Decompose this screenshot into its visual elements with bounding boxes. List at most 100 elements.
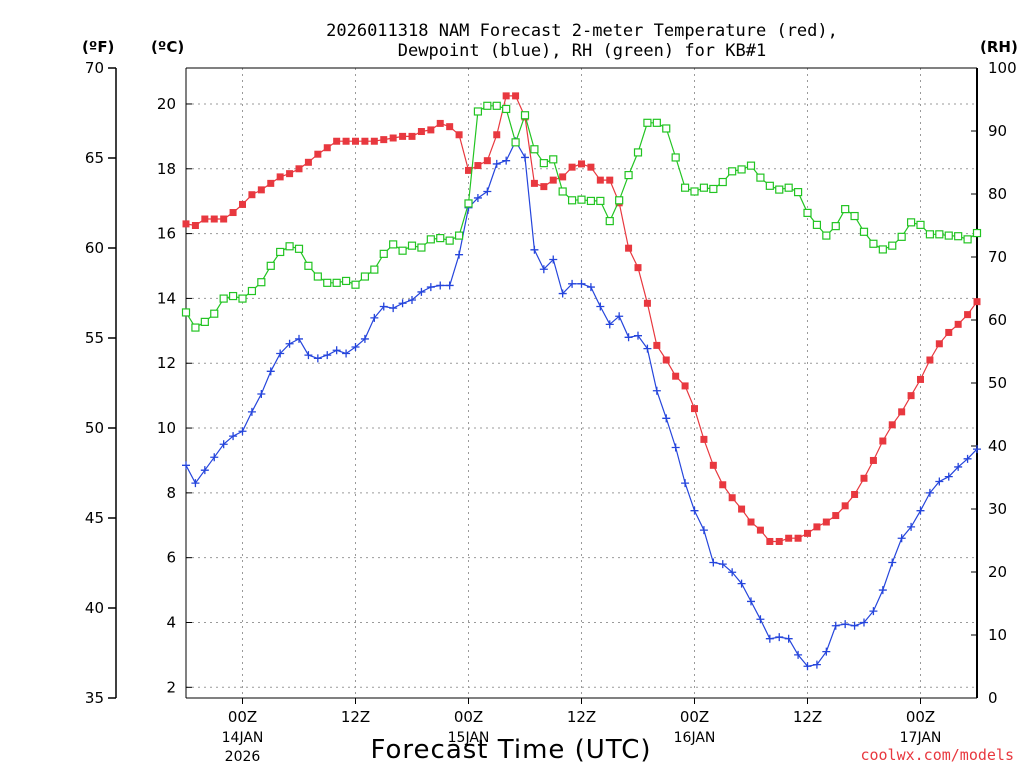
series-1-point-58 — [728, 568, 737, 577]
series-1-point-44 — [596, 302, 605, 311]
series-0-point-1 — [191, 222, 199, 229]
series-2-point-58 — [728, 167, 737, 176]
series-2-point-27 — [436, 234, 445, 243]
series-2-point-49 — [643, 118, 652, 127]
celsius-tick-label-2: 2 — [166, 678, 176, 696]
series-0-point-58 — [728, 494, 736, 502]
series-0-point-81 — [945, 328, 953, 336]
series-2-point-78 — [916, 220, 925, 229]
time-tick-label-3: 12Z — [567, 708, 596, 726]
rh-tick-label-30: 30 — [988, 500, 1007, 518]
series-0-point-42 — [578, 160, 585, 168]
series-2-point-2 — [200, 317, 209, 326]
series-1-point-14 — [313, 354, 322, 363]
series-1-point-18 — [351, 343, 360, 352]
series-0-point-74 — [879, 437, 887, 445]
series-2-point-20 — [370, 265, 379, 274]
series-1-point-68 — [822, 647, 831, 656]
series-2-point-63 — [775, 185, 784, 194]
fahrenheit-tick-label-50: 50 — [85, 419, 104, 437]
series-0-point-12 — [295, 165, 303, 173]
series-0-point-84 — [973, 298, 981, 306]
series-0-point-32 — [483, 157, 491, 165]
series-2-point-77 — [906, 218, 916, 227]
series-1-point-53 — [681, 479, 690, 488]
series-1-point-8 — [257, 390, 266, 399]
fahrenheit-tick-label-35: 35 — [85, 689, 104, 707]
series-2-point-48 — [633, 148, 643, 157]
series-2-point-11 — [285, 242, 294, 251]
series-0-point-39 — [549, 176, 557, 184]
series-0-point-68 — [822, 518, 830, 526]
series-1-point-74 — [878, 586, 887, 595]
rh-axis-ticks: 0 10 20 30 40 50 60 70 80 90 100 — [971, 59, 1017, 707]
series-2-point-29 — [454, 231, 464, 240]
celsius-tick-label-8: 8 — [166, 484, 176, 502]
rh-tick-label-90: 90 — [988, 122, 1007, 140]
series-0-point-52 — [672, 372, 680, 380]
series-2-point-79 — [925, 230, 935, 239]
series-0-point-29 — [455, 131, 463, 139]
series-2-point-19 — [360, 272, 370, 281]
series-2-point-68 — [822, 231, 831, 240]
series-2-point-52 — [671, 153, 680, 162]
series-2-point-17 — [341, 276, 351, 286]
fahrenheit-tick-label-45: 45 — [85, 509, 104, 527]
series-0-point-54 — [691, 405, 698, 413]
series-1-point-81 — [944, 472, 953, 481]
series-1-point-61 — [756, 615, 765, 624]
series-1-point-1 — [191, 479, 200, 488]
series-0-point-26 — [427, 126, 435, 134]
series-0-point-76 — [898, 408, 906, 416]
series-1-point-70 — [841, 620, 850, 629]
rh-tick-label-60: 60 — [988, 311, 1007, 329]
series-0-point-25 — [417, 128, 425, 136]
series-0-point-5 — [229, 209, 237, 217]
series-1-point-16 — [332, 346, 341, 355]
series-1-point-2 — [200, 466, 209, 475]
series-2-point-40 — [558, 187, 567, 196]
series-1-point-3 — [210, 453, 219, 462]
series-2-point-13 — [304, 261, 313, 270]
series-2-point-14 — [313, 272, 322, 281]
series-0-point-30 — [465, 166, 472, 174]
series-1-point-62 — [765, 634, 774, 643]
series-0-point-50 — [653, 341, 661, 349]
series-2-point-34 — [502, 104, 511, 114]
series-1-point-21 — [379, 302, 388, 311]
series-0-point-57 — [719, 481, 727, 489]
celsius-tick-label-12: 12 — [157, 354, 176, 372]
series-1-point-67 — [812, 660, 821, 669]
series-0-point-51 — [662, 356, 670, 364]
series-2-point-47 — [624, 171, 633, 180]
rh-tick-label-0: 0 — [988, 689, 998, 707]
series-1-point-31 — [473, 193, 482, 202]
series-1-point-55 — [699, 526, 708, 535]
series-1-point-47 — [624, 333, 633, 342]
series-2-point-7 — [247, 286, 257, 296]
series-0-point-77 — [907, 392, 915, 400]
series-0-point-82 — [954, 320, 962, 328]
series-1-point-10 — [276, 349, 285, 358]
series-0-point-80 — [935, 340, 943, 348]
series-0-point-45 — [606, 176, 614, 184]
series-2-point-25 — [417, 243, 426, 252]
series-0-point-47 — [625, 244, 633, 252]
series-2-point-62 — [765, 181, 774, 190]
series-1-point-23 — [398, 299, 407, 308]
series-0-point-14 — [314, 150, 322, 158]
celsius-tick-label-16: 16 — [157, 225, 176, 243]
series-0-point-70 — [841, 502, 849, 510]
series-1-point-5 — [229, 432, 238, 441]
series-2-point-70 — [841, 205, 850, 214]
series-1-point-24 — [408, 296, 416, 305]
series-2-point-82 — [954, 232, 963, 241]
time-tick-label-0: 00Z — [228, 708, 257, 726]
series-2-point-12 — [294, 244, 304, 253]
series-2-point-81 — [944, 231, 953, 240]
series-2-point-65 — [793, 188, 803, 197]
series-0-point-55 — [700, 435, 708, 443]
credit-text: coolwx.com/models — [860, 746, 1014, 764]
series-2-point-46 — [615, 196, 624, 205]
